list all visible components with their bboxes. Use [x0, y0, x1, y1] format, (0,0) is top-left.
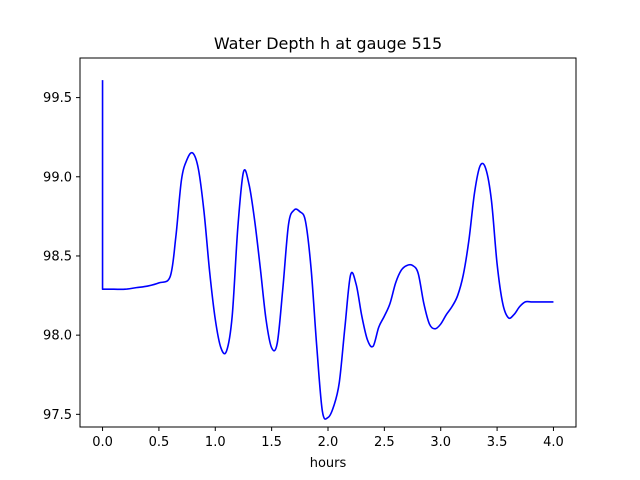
- x-tick-label: 1.0: [205, 435, 226, 450]
- x-axis-label: hours: [310, 456, 347, 471]
- series-line-water-depth: [101, 80, 554, 420]
- x-tick-label: 3.0: [430, 435, 451, 450]
- y-tick-label: 99.5: [43, 91, 72, 106]
- y-tick-label: 98.5: [43, 249, 72, 264]
- x-tick-label: 0.0: [92, 435, 113, 450]
- x-tick-label: 1.5: [261, 435, 282, 450]
- plot-frame: [79, 57, 577, 428]
- y-tick-label: 99.0: [43, 170, 72, 185]
- y-tick-label: 97.5: [43, 408, 72, 423]
- x-tick-label: 0.5: [149, 435, 170, 450]
- y-tick-label: 98.0: [43, 329, 72, 344]
- x-tick-label: 2.0: [318, 435, 339, 450]
- x-tick-label: 2.5: [374, 435, 395, 450]
- x-axis: 0.0 0.5 1.0 1.5 2.0 2.5 3.0 3.5 4.0: [92, 427, 564, 450]
- chart-title: Water Depth h at gauge 515: [214, 34, 442, 53]
- y-axis: 97.5 98.0 98.5 99.0 99.5: [43, 91, 80, 423]
- x-tick-label: 4.0: [543, 435, 564, 450]
- x-tick-label: 3.5: [487, 435, 508, 450]
